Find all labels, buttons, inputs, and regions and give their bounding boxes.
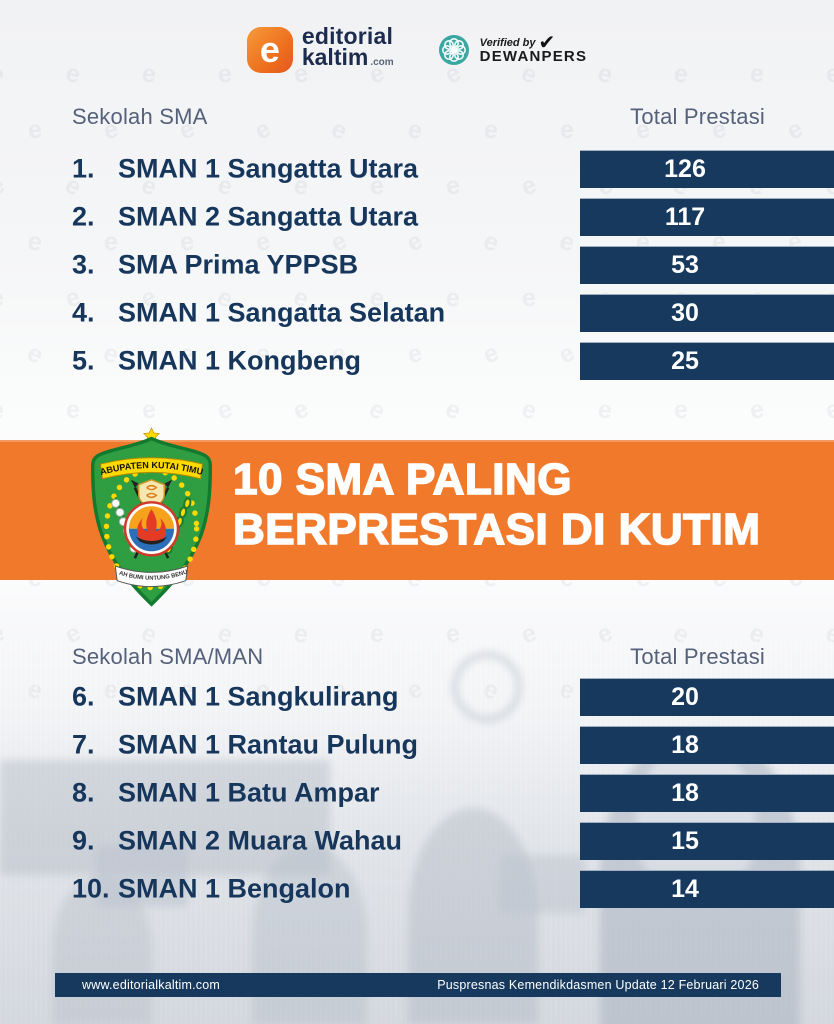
table-row: 4. SMAN 1 Sangatta Selatan 30 bbox=[0, 294, 834, 332]
rank-label: 10. bbox=[72, 873, 110, 904]
rank-label: 4. bbox=[72, 297, 95, 328]
total-badge: 25 bbox=[580, 342, 834, 380]
school-name: SMAN 1 Batu Ampar bbox=[118, 777, 380, 808]
table-row: 1. SMAN 1 Sangatta Utara 126 bbox=[0, 150, 834, 188]
total-badge: 18 bbox=[580, 774, 834, 812]
table-row: 5. SMAN 1 Kongbeng 25 bbox=[0, 342, 834, 380]
table-row: 10. SMAN 1 Bengalon 14 bbox=[0, 870, 834, 908]
watermark-glyph: e bbox=[747, 394, 767, 426]
total-badge: 20 bbox=[580, 678, 834, 716]
monitor bbox=[96, 845, 188, 907]
checkmark-icon: ✔ bbox=[538, 31, 556, 54]
watermark-glyph: e bbox=[214, 394, 236, 426]
verified-by-label: Verified by bbox=[479, 36, 536, 49]
school-name: SMAN 1 Kongbeng bbox=[118, 345, 361, 376]
footer-bar: www.editorialkaltim.com Puspresnas Kemen… bbox=[55, 973, 781, 997]
brand-name-bottom: kaltim bbox=[301, 44, 369, 70]
watermark-glyph: e bbox=[66, 396, 80, 424]
monitor bbox=[500, 855, 586, 913]
watermark-glyph: e bbox=[821, 394, 834, 426]
school-name: SMAN 1 Sangkulirang bbox=[118, 681, 399, 712]
total-badge: 117 bbox=[580, 198, 834, 236]
table-top-rows: 1. SMAN 1 Sangatta Utara 126 2. SMAN 2 S… bbox=[0, 150, 834, 390]
column-total-label: Total Prestasi bbox=[630, 644, 765, 669]
school-name: SMAN 2 Sangatta Utara bbox=[118, 201, 419, 232]
column-school-label: Sekolah SMA bbox=[72, 104, 208, 129]
school-name: SMAN 1 Bengalon bbox=[118, 873, 351, 904]
school-name: SMAN 1 Rantau Pulung bbox=[118, 729, 419, 760]
total-badge: 14 bbox=[580, 870, 834, 908]
dewanpers-flower-icon bbox=[438, 34, 469, 65]
dewanpers-badge: Verified by ✔ DEWANPERS bbox=[436, 32, 587, 68]
title-line2: BERPRESTASI DI KUTIM bbox=[232, 504, 761, 555]
watermark-glyph: e bbox=[140, 395, 158, 425]
clock bbox=[452, 652, 522, 722]
column-total-label: Total Prestasi bbox=[630, 104, 765, 129]
watermark-glyph: e bbox=[519, 394, 539, 426]
total-badge: 30 bbox=[580, 294, 834, 332]
column-school-label: Sekolah SMA/MAN bbox=[72, 644, 264, 669]
brand-name-top: editorial bbox=[301, 23, 394, 49]
rank-label: 2. bbox=[72, 201, 95, 232]
watermark-glyph: e bbox=[288, 394, 313, 426]
rank-label: 7. bbox=[72, 729, 95, 760]
table-top-header: Sekolah SMA Total Prestasi bbox=[72, 104, 765, 130]
brand-suffix: .com bbox=[370, 57, 394, 68]
watermark-glyph: e bbox=[0, 395, 6, 425]
table-bottom-header: Sekolah SMA/MAN Total Prestasi bbox=[72, 644, 765, 670]
kutai-timur-crest-logo: KABUPATEN KUTAI TIMUR TUAH BUMI UNTUNG B… bbox=[78, 426, 213, 607]
data-source-label: Puspresnas Kemendikdasmen Update 12 Febr… bbox=[437, 978, 759, 992]
table-bottom-rows: 6. SMAN 1 Sangkulirang 20 7. SMAN 1 Rant… bbox=[0, 678, 834, 918]
table-row: 2. SMAN 2 Sangatta Utara 117 bbox=[0, 198, 834, 236]
table-row: 9. SMAN 2 Muara Wahau 15 bbox=[0, 822, 834, 860]
table-row: 3. SMA Prima YPPSB 53 bbox=[0, 246, 834, 284]
header-logo-bar: e editorial kaltim .com Verified by ✔ bbox=[0, 23, 834, 73]
total-badge: 15 bbox=[580, 822, 834, 860]
table-row: 8. SMAN 1 Batu Ampar 18 bbox=[0, 774, 834, 812]
title-line1: 10 SMA PALING bbox=[232, 454, 572, 505]
rank-label: 5. bbox=[72, 345, 95, 376]
school-name: SMAN 1 Sangatta Selatan bbox=[118, 297, 446, 328]
rank-label: 8. bbox=[72, 777, 95, 808]
table-row: 6. SMAN 1 Sangkulirang 20 bbox=[0, 678, 834, 716]
total-badge: 18 bbox=[580, 726, 834, 764]
school-name: SMAN 1 Sangatta Utara bbox=[118, 153, 419, 184]
total-badge: 53 bbox=[580, 246, 834, 284]
watermark-glyph: e bbox=[673, 395, 689, 425]
website-url: www.editorialkaltim.com bbox=[82, 978, 220, 992]
table-row: 7. SMAN 1 Rantau Pulung 18 bbox=[0, 726, 834, 764]
rank-label: 1. bbox=[72, 153, 95, 184]
watermark-glyph: e bbox=[597, 395, 613, 425]
total-badge: 126 bbox=[580, 150, 834, 188]
rank-label: 6. bbox=[72, 681, 95, 712]
school-name: SMAN 2 Muara Wahau bbox=[118, 825, 403, 856]
editorialkaltim-e-icon: e bbox=[246, 26, 293, 73]
infographic-title: 10 SMA PALING BERPRESTASI DI KUTIM bbox=[232, 454, 761, 555]
watermark-glyph: e bbox=[441, 394, 465, 426]
hijab-highlight bbox=[636, 744, 756, 894]
editorialkaltim-logo: e editorial kaltim .com bbox=[246, 23, 394, 73]
rank-label: 9. bbox=[72, 825, 95, 856]
watermark-glyph: e bbox=[364, 394, 390, 426]
dewanpers-label: DEWANPERS bbox=[479, 47, 588, 65]
school-name: SMA Prima YPPSB bbox=[118, 249, 359, 280]
rank-label: 3. bbox=[72, 249, 95, 280]
watermark-glyph: e bbox=[782, 114, 808, 146]
watermark-glyph: e bbox=[26, 115, 44, 145]
